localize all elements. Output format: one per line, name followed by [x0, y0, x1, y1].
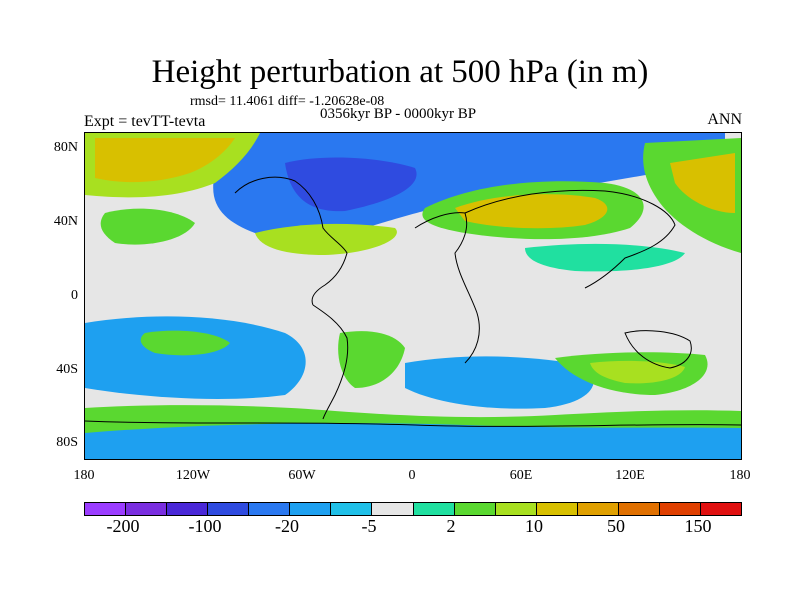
lon-tick-label: 180 — [73, 468, 95, 483]
experiment-label: Expt = tevTT-tevta — [84, 113, 206, 130]
lat-tick-label: 40S — [56, 362, 78, 377]
atlantic-positive — [255, 223, 397, 255]
colorbar-swatch — [331, 503, 373, 515]
colorbar-swatch — [290, 503, 332, 515]
antarctic-negative — [85, 423, 741, 459]
colorbar-label: 10 — [525, 516, 543, 536]
nw-pacific-positive — [100, 208, 195, 245]
colorbar-label: -200 — [106, 516, 140, 536]
colorbar-label: -100 — [188, 516, 222, 536]
colorbar-swatch — [126, 503, 168, 515]
lat-tick-label: 80N — [53, 140, 78, 155]
time-period: 0356kyr BP - 0000kyr BP — [320, 106, 477, 122]
colorbar-swatch — [372, 503, 414, 515]
colorbar-label: -20 — [275, 516, 299, 536]
colorbar-swatch — [413, 503, 455, 515]
colorbar-swatch — [85, 503, 127, 515]
coastlines — [85, 176, 741, 427]
colorbar-swatch — [249, 503, 291, 515]
lat-tick-label: 80S — [56, 435, 78, 450]
colorbar-swatch — [659, 503, 701, 515]
lon-tick-label: 0 — [408, 468, 416, 483]
colorbar-swatch — [167, 503, 209, 515]
lon-tick-label: 120E — [615, 468, 645, 483]
height-perturbation-map — [84, 132, 742, 460]
season-label: ANN — [707, 111, 742, 128]
south-atlantic-positive — [338, 331, 405, 388]
colorbar-label: 50 — [607, 516, 625, 536]
south-indian-negative — [405, 356, 594, 409]
lat-tick-label: 40N — [53, 214, 78, 229]
colorbar-swatch — [208, 503, 250, 515]
lat-tick-label: 0 — [71, 288, 78, 303]
lon-tick-label: 120W — [175, 468, 211, 483]
ne-pacific-positive-core — [670, 153, 735, 213]
colorbar-label: 150 — [684, 516, 712, 536]
arctic-positive-core — [95, 138, 235, 183]
colorbar-swatch — [700, 503, 741, 515]
colorbar-swatch — [454, 503, 496, 515]
colorbar-swatch — [536, 503, 578, 515]
rmsd-stats: rmsd= 11.4061 diff= -1.20628e-08 — [190, 94, 385, 109]
colorbar-label: -5 — [361, 516, 377, 536]
south-pacific-negative — [85, 316, 306, 399]
colorbar-swatch — [495, 503, 537, 515]
colorbar-swatch — [577, 503, 619, 515]
colorbar-label: 2 — [446, 516, 456, 536]
north-negative-core — [285, 157, 417, 212]
colorbar-swatch — [618, 503, 660, 515]
south-pacific-positive — [140, 330, 230, 356]
plot-title: Height perturbation at 500 hPa (in m) — [151, 54, 649, 90]
lon-tick-label: 180 — [729, 468, 751, 483]
tropical-positive — [525, 243, 685, 272]
lon-tick-label: 60W — [288, 468, 316, 483]
lon-tick-label: 60E — [509, 468, 533, 483]
colorbar — [84, 502, 742, 516]
